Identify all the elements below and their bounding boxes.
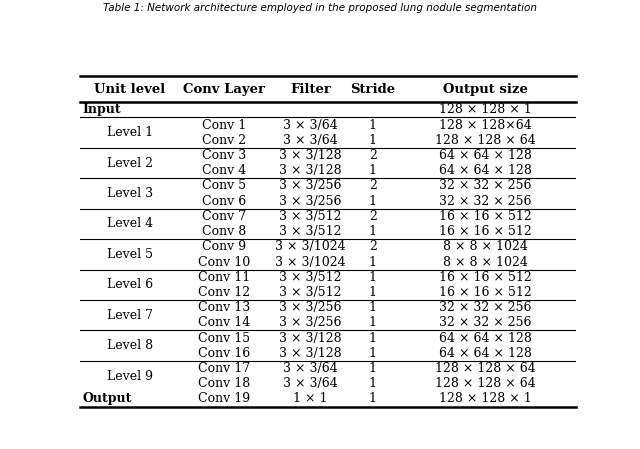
Text: 1: 1 [369, 164, 377, 177]
Text: 3 × 3/256: 3 × 3/256 [280, 180, 342, 193]
Text: 64 × 64 × 128: 64 × 64 × 128 [439, 149, 532, 162]
Text: 32 × 32 × 256: 32 × 32 × 256 [439, 180, 532, 193]
Text: Level 8: Level 8 [106, 339, 153, 352]
Text: 16 × 16 × 512: 16 × 16 × 512 [439, 225, 532, 238]
Text: Level 3: Level 3 [106, 187, 153, 200]
Text: 128 × 128 × 1: 128 × 128 × 1 [439, 392, 532, 405]
Text: Conv 1: Conv 1 [202, 119, 246, 132]
Text: 1: 1 [369, 301, 377, 314]
Text: Level 1: Level 1 [106, 126, 153, 139]
Text: 2: 2 [369, 149, 376, 162]
Text: 1: 1 [369, 195, 377, 207]
Text: Level 5: Level 5 [107, 248, 152, 261]
Text: 3 × 3/128: 3 × 3/128 [279, 347, 342, 360]
Text: 3 × 3/64: 3 × 3/64 [284, 134, 338, 147]
Text: Output size: Output size [443, 83, 528, 96]
Text: Conv 6: Conv 6 [202, 195, 246, 207]
Text: 64 × 64 × 128: 64 × 64 × 128 [439, 347, 532, 360]
Text: Conv 3: Conv 3 [202, 149, 246, 162]
Text: Stride: Stride [350, 83, 396, 96]
Text: Level 7: Level 7 [107, 309, 152, 322]
Text: 3 × 3/1024: 3 × 3/1024 [275, 240, 346, 253]
Text: Conv 15: Conv 15 [198, 331, 250, 344]
Text: Output: Output [83, 392, 132, 405]
Text: 3 × 3/64: 3 × 3/64 [284, 119, 338, 132]
Text: Level 6: Level 6 [106, 278, 153, 291]
Text: Conv 14: Conv 14 [198, 317, 250, 330]
Text: 1: 1 [369, 331, 377, 344]
Text: 16 × 16 × 512: 16 × 16 × 512 [439, 210, 532, 223]
Text: Table 1: Network architecture employed in the proposed lung nodule segmentation: Table 1: Network architecture employed i… [103, 3, 537, 13]
Text: 1: 1 [369, 392, 377, 405]
Text: Conv 7: Conv 7 [202, 210, 246, 223]
Text: 3 × 3/64: 3 × 3/64 [284, 377, 338, 390]
Text: Conv 11: Conv 11 [198, 271, 250, 284]
Text: 1: 1 [369, 255, 377, 269]
Text: 16 × 16 × 512: 16 × 16 × 512 [439, 286, 532, 299]
Text: 1: 1 [369, 119, 377, 132]
Text: 1: 1 [369, 134, 377, 147]
Text: 3 × 3/256: 3 × 3/256 [280, 195, 342, 207]
Text: 128 × 128 × 64: 128 × 128 × 64 [435, 362, 536, 375]
Text: 128 × 128 × 64: 128 × 128 × 64 [435, 134, 536, 147]
Text: 3 × 3/512: 3 × 3/512 [280, 286, 342, 299]
Text: 1: 1 [369, 362, 377, 375]
Text: 2: 2 [369, 240, 376, 253]
Text: Level 4: Level 4 [106, 217, 153, 230]
Text: Conv 18: Conv 18 [198, 377, 250, 390]
Text: 3 × 3/128: 3 × 3/128 [279, 164, 342, 177]
Text: 128 × 128 × 64: 128 × 128 × 64 [435, 377, 536, 390]
Text: Level 9: Level 9 [107, 370, 152, 383]
Text: 1: 1 [369, 377, 377, 390]
Text: Filter: Filter [290, 83, 331, 96]
Text: 64 × 64 × 128: 64 × 64 × 128 [439, 164, 532, 177]
Text: Conv 16: Conv 16 [198, 347, 250, 360]
Text: 32 × 32 × 256: 32 × 32 × 256 [439, 317, 532, 330]
Text: 1: 1 [369, 347, 377, 360]
Text: 1: 1 [369, 225, 377, 238]
Text: 3 × 3/256: 3 × 3/256 [280, 317, 342, 330]
Text: Conv 12: Conv 12 [198, 286, 250, 299]
Text: 128 × 128×64: 128 × 128×64 [439, 119, 532, 132]
Text: Conv 10: Conv 10 [198, 255, 250, 269]
Text: Unit level: Unit level [94, 83, 165, 96]
Text: 3 × 3/64: 3 × 3/64 [284, 362, 338, 375]
Text: Conv Layer: Conv Layer [183, 83, 265, 96]
Text: 64 × 64 × 128: 64 × 64 × 128 [439, 331, 532, 344]
Text: 2: 2 [369, 210, 376, 223]
Text: 1 × 1: 1 × 1 [293, 392, 328, 405]
Text: Conv 17: Conv 17 [198, 362, 250, 375]
Text: 128 × 128 × 1: 128 × 128 × 1 [439, 103, 532, 116]
Text: Conv 8: Conv 8 [202, 225, 246, 238]
Text: 3 × 3/512: 3 × 3/512 [280, 210, 342, 223]
Text: 32 × 32 × 256: 32 × 32 × 256 [439, 301, 532, 314]
Text: 16 × 16 × 512: 16 × 16 × 512 [439, 271, 532, 284]
Text: Conv 5: Conv 5 [202, 180, 246, 193]
Text: Conv 19: Conv 19 [198, 392, 250, 405]
Text: 3 × 3/256: 3 × 3/256 [280, 301, 342, 314]
Text: 1: 1 [369, 317, 377, 330]
Text: Conv 9: Conv 9 [202, 240, 246, 253]
Text: 32 × 32 × 256: 32 × 32 × 256 [439, 195, 532, 207]
Text: 8 × 8 × 1024: 8 × 8 × 1024 [443, 240, 528, 253]
Text: Conv 13: Conv 13 [198, 301, 250, 314]
Text: 3 × 3/512: 3 × 3/512 [280, 225, 342, 238]
Text: 1: 1 [369, 271, 377, 284]
Text: 3 × 3/128: 3 × 3/128 [279, 149, 342, 162]
Text: 2: 2 [369, 180, 376, 193]
Text: 1: 1 [369, 286, 377, 299]
Text: 3 × 3/512: 3 × 3/512 [280, 271, 342, 284]
Text: Level 2: Level 2 [107, 157, 152, 170]
Text: 3 × 3/128: 3 × 3/128 [279, 331, 342, 344]
Text: Conv 4: Conv 4 [202, 164, 246, 177]
Text: Conv 2: Conv 2 [202, 134, 246, 147]
Text: Input: Input [83, 103, 121, 116]
Text: 8 × 8 × 1024: 8 × 8 × 1024 [443, 255, 528, 269]
Text: 3 × 3/1024: 3 × 3/1024 [275, 255, 346, 269]
